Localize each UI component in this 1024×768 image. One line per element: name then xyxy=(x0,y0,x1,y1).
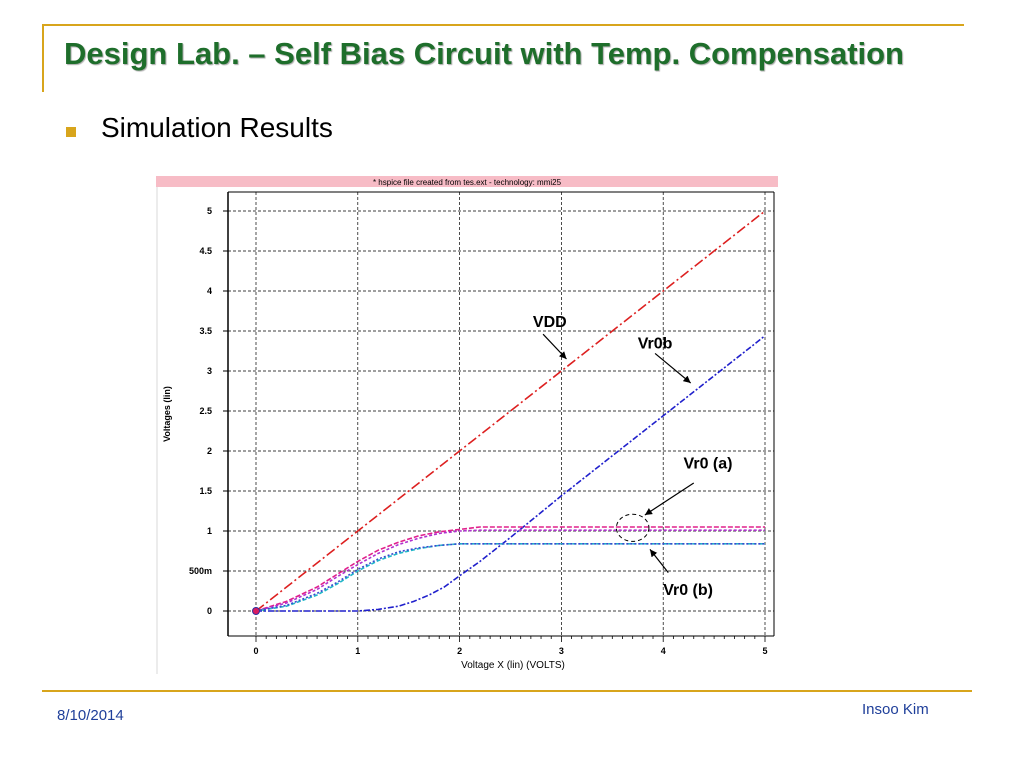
series-vr0-curve-3 xyxy=(255,529,765,612)
x-tick-label: 2 xyxy=(457,646,462,656)
y-tick-label: 2 xyxy=(207,446,212,456)
y-tick-label: 4.5 xyxy=(199,246,212,256)
y-tick-label: 2.5 xyxy=(199,406,212,416)
bullet-text: Simulation Results xyxy=(101,112,333,143)
series-vr0-curve-4 xyxy=(255,543,765,612)
annotation-label-vr0-b: Vr0 (b) xyxy=(663,582,713,599)
x-tick-label: 0 xyxy=(253,646,258,656)
title-frame-top xyxy=(42,24,964,26)
x-tick-label: 1 xyxy=(355,646,360,656)
annotation-label-vr0-a: Vr0 (a) xyxy=(684,456,733,473)
footer-author: Insoo Kim xyxy=(862,701,929,718)
x-tick-label: 5 xyxy=(762,646,767,656)
chart-title-band xyxy=(156,176,778,187)
slide-title: Design Lab. – Self Bias Circuit with Tem… xyxy=(64,36,904,71)
chart: * hspice file created from tes.ext - tec… xyxy=(156,174,778,674)
series-vr0-curve-5 xyxy=(255,543,765,612)
highlight-circle xyxy=(615,513,650,542)
y-tick-label: 4 xyxy=(207,286,212,296)
origin-marker xyxy=(252,607,260,615)
footer-rule xyxy=(42,690,972,692)
chart-title: * hspice file created from tes.ext - tec… xyxy=(373,178,562,187)
bullet-icon xyxy=(66,127,76,137)
title-frame-left xyxy=(42,24,44,92)
annotation-arrow-vr0-a xyxy=(644,482,695,516)
annotation-arrow-vr0-b xyxy=(649,549,669,573)
x-axis-label: Voltage X (lin) (VOLTS) xyxy=(461,660,565,671)
y-axis-label: Voltages (lin) xyxy=(162,386,172,442)
y-tick-label: 0 xyxy=(207,606,212,616)
y-tick-label: 500m xyxy=(189,566,212,576)
x-tick-label: 3 xyxy=(559,646,564,656)
y-tick-label: 3 xyxy=(207,366,212,376)
chart-svg: * hspice file created from tes.ext - tec… xyxy=(156,176,778,674)
footer-date: 8/10/2014 xyxy=(57,707,124,724)
series-vr0b xyxy=(256,335,766,612)
annotation-arrow-vdd xyxy=(542,333,567,360)
y-tick-label: 1 xyxy=(207,526,212,536)
annotation-label-vr0b: Vr0b xyxy=(638,336,673,353)
series-vr0-curve-2 xyxy=(255,526,765,612)
x-tick-label: 4 xyxy=(661,646,666,656)
y-tick-label: 3.5 xyxy=(199,326,212,336)
annotation-label-vdd: VDD xyxy=(533,314,567,331)
y-tick-label: 1.5 xyxy=(199,486,212,496)
annotation-arrow-vr0b xyxy=(654,352,692,384)
y-tick-label: 5 xyxy=(207,206,212,216)
